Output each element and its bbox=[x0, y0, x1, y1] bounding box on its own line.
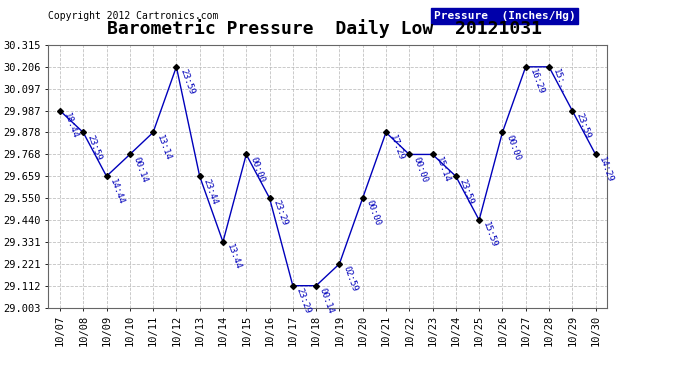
Text: 00:00: 00:00 bbox=[411, 156, 428, 184]
Text: 00:00: 00:00 bbox=[248, 156, 266, 184]
Text: Barometric Pressure  Daily Low  20121031: Barometric Pressure Daily Low 20121031 bbox=[107, 19, 542, 38]
Text: 02:59: 02:59 bbox=[342, 265, 359, 293]
Text: 00:00: 00:00 bbox=[504, 134, 522, 162]
Text: 15:59: 15:59 bbox=[481, 221, 499, 249]
Text: 23:59: 23:59 bbox=[85, 134, 103, 162]
Text: 00:00: 00:00 bbox=[364, 199, 382, 227]
Text: 00:14: 00:14 bbox=[132, 156, 149, 184]
Text: Copyright 2012 Cartronics.com: Copyright 2012 Cartronics.com bbox=[48, 11, 219, 21]
Text: 23:29: 23:29 bbox=[271, 199, 289, 227]
Text: 16:29: 16:29 bbox=[528, 68, 545, 96]
Text: Pressure  (Inches/Hg): Pressure (Inches/Hg) bbox=[434, 11, 575, 21]
Text: 14:29: 14:29 bbox=[598, 156, 615, 184]
Text: 18:44: 18:44 bbox=[62, 112, 79, 140]
Text: 23:59: 23:59 bbox=[574, 112, 592, 140]
Text: 23:59: 23:59 bbox=[178, 68, 196, 96]
Text: 00:14: 00:14 bbox=[318, 287, 335, 315]
Text: 15:..: 15:.. bbox=[551, 68, 569, 96]
Text: 14:44: 14:44 bbox=[108, 177, 126, 206]
Text: 13:44: 13:44 bbox=[225, 243, 242, 271]
Text: 23:59: 23:59 bbox=[457, 177, 475, 206]
Text: 23:44: 23:44 bbox=[201, 177, 219, 206]
Text: 17:29: 17:29 bbox=[388, 134, 406, 162]
Text: 15:14: 15:14 bbox=[435, 156, 452, 184]
Text: 23:29: 23:29 bbox=[295, 287, 313, 315]
Text: 13:14: 13:14 bbox=[155, 134, 172, 162]
